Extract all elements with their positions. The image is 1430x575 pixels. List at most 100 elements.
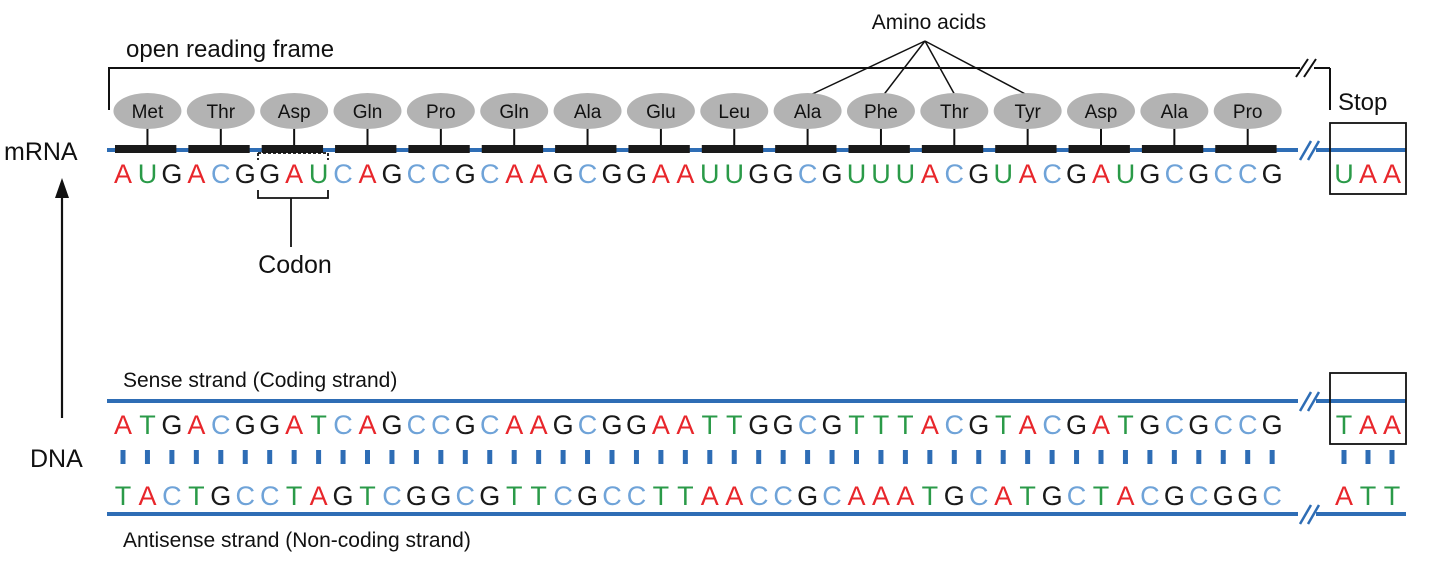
sense-base: G bbox=[968, 410, 989, 440]
mrna-stop-base: U bbox=[1334, 159, 1354, 189]
codon-bar bbox=[115, 145, 177, 153]
mrna-base: G bbox=[235, 159, 256, 189]
amino-acid-bead bbox=[700, 93, 769, 129]
mrna-base: A bbox=[187, 159, 205, 189]
mrna-base: G bbox=[1139, 159, 1160, 189]
mrna-base: A bbox=[114, 159, 132, 189]
base-pair-tick bbox=[462, 450, 468, 464]
antisense-base: G bbox=[944, 481, 965, 511]
mrna-stop-base: A bbox=[1383, 159, 1401, 189]
codon-bar bbox=[921, 145, 984, 153]
antisense-base: G bbox=[1237, 481, 1258, 511]
base-pair-tick bbox=[1341, 450, 1347, 464]
antisense-base: T bbox=[286, 481, 303, 511]
mrna-base: G bbox=[601, 159, 622, 189]
mrna-base: C bbox=[407, 159, 427, 189]
sense-base: C bbox=[945, 410, 965, 440]
mrna-base: C bbox=[1238, 159, 1258, 189]
mrna-base: U bbox=[993, 159, 1013, 189]
stop-label: Stop bbox=[1338, 89, 1387, 116]
antisense-stop-base: T bbox=[1384, 481, 1401, 511]
mrna-base: G bbox=[968, 159, 989, 189]
sense-base: A bbox=[652, 410, 670, 440]
mrna-base: U bbox=[896, 159, 916, 189]
base-pair-tick bbox=[267, 450, 273, 464]
amino-acid-label: Ala bbox=[574, 102, 602, 123]
mrna-base: C bbox=[480, 159, 500, 189]
antisense-base: C bbox=[162, 481, 182, 511]
base-pair-tick bbox=[193, 450, 199, 464]
mrna-base: C bbox=[431, 159, 451, 189]
mrna-base: A bbox=[1092, 159, 1110, 189]
amino-acid-label: Phe bbox=[864, 102, 898, 123]
codon-label: Codon bbox=[258, 251, 332, 279]
antisense-base: G bbox=[1042, 481, 1063, 511]
amino-acid-label: Tyr bbox=[1014, 102, 1041, 123]
base-pair-tick bbox=[1122, 450, 1128, 464]
antisense-base: G bbox=[577, 481, 598, 511]
sense-base: C bbox=[407, 410, 427, 440]
amino-acid-label: Met bbox=[132, 102, 164, 123]
sense-base: G bbox=[822, 410, 843, 440]
sense-base: A bbox=[1019, 410, 1037, 440]
antisense-base: C bbox=[969, 481, 989, 511]
base-pair-tick bbox=[829, 450, 835, 464]
antisense-base: A bbox=[725, 481, 743, 511]
codon-bar bbox=[848, 145, 910, 153]
base-pair-tick bbox=[927, 450, 933, 464]
antisense-base: C bbox=[236, 481, 256, 511]
codon-bar bbox=[261, 145, 324, 153]
mrna-base: A bbox=[505, 159, 523, 189]
amino-acid-bead bbox=[993, 93, 1062, 129]
amino-acid-bead bbox=[480, 93, 549, 129]
mrna-base: A bbox=[358, 159, 376, 189]
mrna-base: G bbox=[381, 159, 402, 189]
mrna-base: C bbox=[333, 159, 353, 189]
mrna-base: A bbox=[676, 159, 694, 189]
antisense-base: G bbox=[333, 481, 354, 511]
amino-acid-bead bbox=[1067, 93, 1135, 129]
antisense-base: T bbox=[359, 481, 376, 511]
sense-break-mark bbox=[1298, 391, 1321, 412]
antisense-base: T bbox=[1019, 481, 1036, 511]
amino-acid-label: Gln bbox=[353, 102, 383, 123]
base-pair-tick bbox=[1245, 450, 1251, 464]
codon-bar bbox=[481, 145, 544, 153]
codon-bar bbox=[188, 145, 250, 153]
sense-base: G bbox=[626, 410, 647, 440]
antisense-base: G bbox=[430, 481, 451, 511]
sense-base: G bbox=[455, 410, 476, 440]
antisense-base: C bbox=[602, 481, 622, 511]
amino-acid-label: Gln bbox=[499, 102, 529, 123]
base-pair-tick bbox=[1025, 450, 1031, 464]
codon-bar bbox=[995, 145, 1057, 153]
amino-acid-label: Ala bbox=[1161, 102, 1189, 123]
sense-base: A bbox=[358, 410, 376, 440]
amino-acid-bead bbox=[626, 93, 695, 129]
antisense-stop-base: A bbox=[1335, 481, 1353, 511]
antisense-stop-base: T bbox=[1360, 481, 1377, 511]
antisense-base: T bbox=[115, 481, 132, 511]
amino-acids-label: Amino acids bbox=[872, 11, 986, 34]
mrna-base: G bbox=[455, 159, 476, 189]
mrna-base: G bbox=[553, 159, 574, 189]
base-pair-tick bbox=[1269, 450, 1275, 464]
mrna-base: C bbox=[1042, 159, 1062, 189]
antisense-base: G bbox=[797, 481, 818, 511]
base-pair-tick bbox=[633, 450, 639, 464]
amino-acid-bead bbox=[773, 93, 842, 129]
antisense-base: C bbox=[822, 481, 842, 511]
antisense-base: C bbox=[749, 481, 769, 511]
sense-base: C bbox=[798, 410, 818, 440]
antisense-base: G bbox=[1213, 481, 1234, 511]
base-pair-tick bbox=[438, 450, 444, 464]
mrna-base: C bbox=[945, 159, 965, 189]
mrna-base: G bbox=[1262, 159, 1283, 189]
sense-stop-base: A bbox=[1383, 410, 1401, 440]
sense-base: C bbox=[480, 410, 500, 440]
antisense-break-mark bbox=[1298, 504, 1321, 525]
codon-bar bbox=[335, 145, 397, 153]
antisense-base: C bbox=[456, 481, 476, 511]
